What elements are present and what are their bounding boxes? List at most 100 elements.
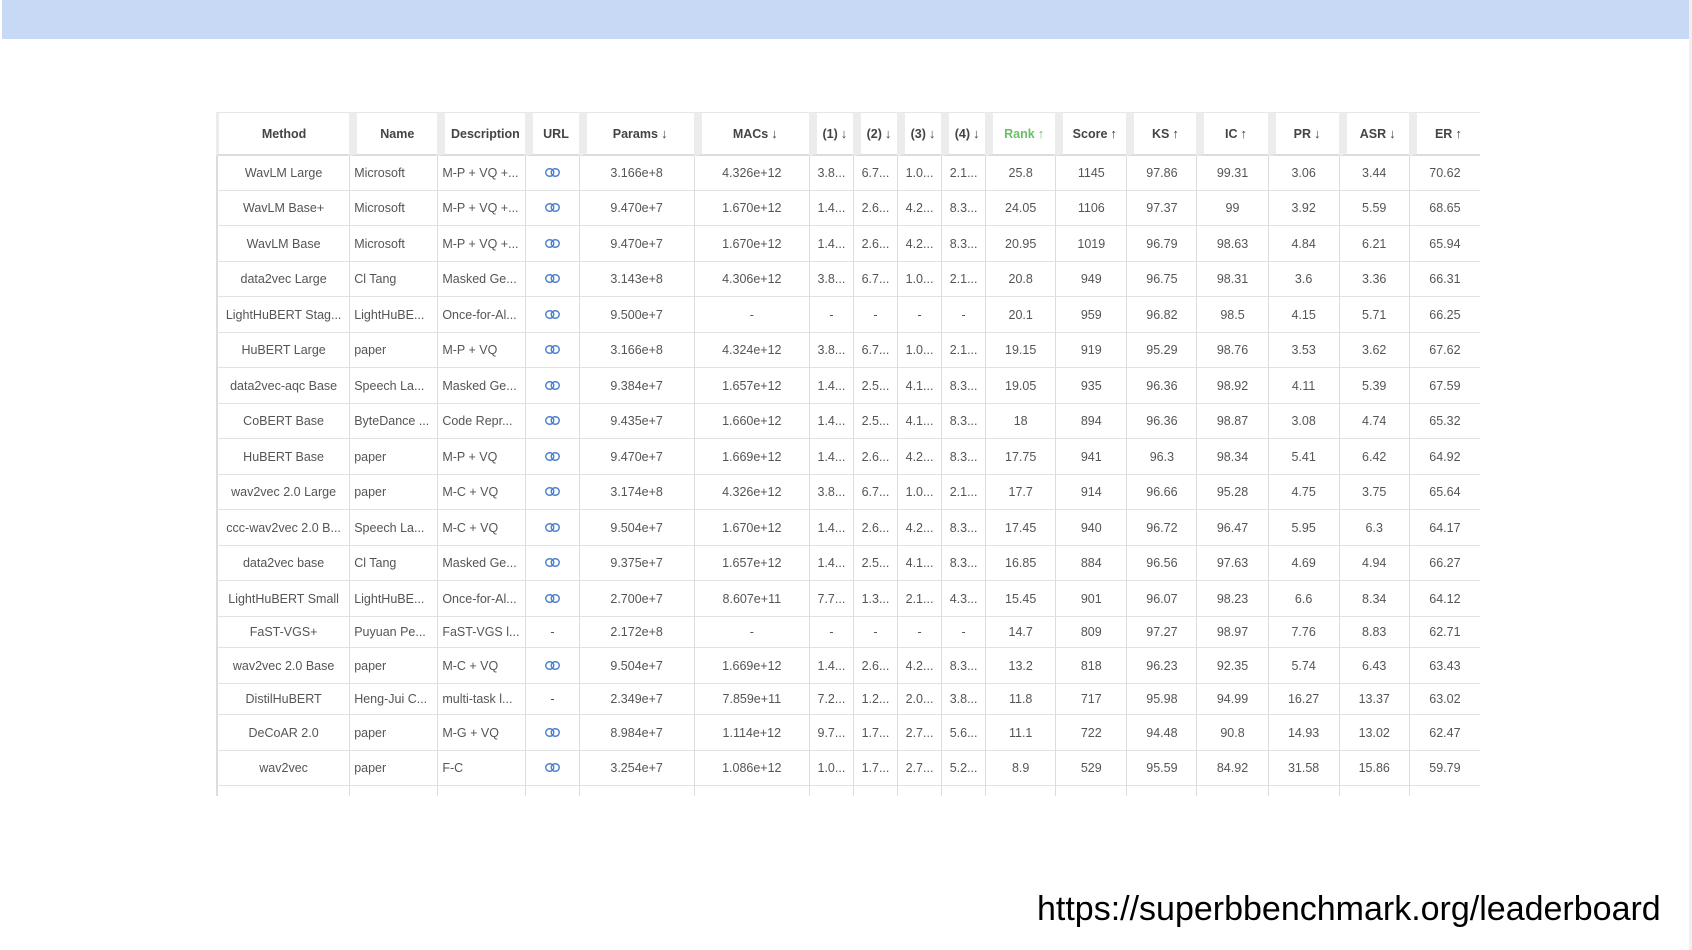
leaderboard-url[interactable]: https://superbbenchmark.org/leaderboard [1037,890,1661,928]
sort-ascending-icon[interactable]: ↑ [1110,126,1117,141]
cell-url[interactable] [525,751,579,786]
cell-url[interactable] [525,404,579,439]
cell-url[interactable] [525,297,579,333]
cell-name: paper [349,439,438,475]
sort-ascending-icon[interactable]: ↑ [1037,126,1045,141]
cell-ic: 96.47 [1196,510,1268,546]
cell-url[interactable] [525,262,579,297]
cell-method: LightHuBERT Stag... [216,297,350,333]
cell-method: HuBERT Large [216,333,350,368]
header-score[interactable]: Score ↑ [1055,112,1127,156]
header-asr[interactable]: ASR ↓ [1338,112,1409,156]
sort-descending-icon[interactable]: ↓ [771,126,778,141]
sort-descending-icon[interactable]: ↓ [972,126,980,141]
header-macs[interactable]: MACs ↓ [693,112,809,156]
cell-url[interactable] [525,439,579,475]
sort-descending-icon[interactable]: ↓ [928,126,936,141]
cell-url[interactable] [525,546,579,581]
cell-ks: 95.98 [1126,684,1197,715]
cell-url[interactable] [525,226,579,262]
cell-url[interactable] [525,581,579,617]
sort-ascending-icon[interactable]: ↑ [1240,126,1248,141]
cell-rank: 19.05 [985,368,1056,404]
header-col-3[interactable]: (3) ↓ [897,112,942,156]
sort-ascending-icon[interactable]: ↑ [1455,126,1462,141]
cell-ks: 96.36 [1126,368,1197,404]
cell-er: 68.65 [1408,191,1480,226]
sort-descending-icon[interactable]: ↓ [840,126,848,141]
cell-ic: 84.92 [1196,751,1268,786]
link-icon[interactable] [545,308,560,322]
cell-empty [897,786,941,796]
cell-url[interactable] [525,191,579,226]
table-row: wav2vec 2.0 Large paper M-C + VQ 3.174e+8 4.… [216,475,1480,510]
link-icon[interactable] [545,237,560,251]
cell-score: 901 [1055,581,1127,617]
link-icon[interactable] [545,272,560,286]
cell-params: 9.384e+7 [578,368,694,404]
sort-descending-icon[interactable]: ↓ [884,126,892,141]
cell-col-1: 1.4... [808,648,853,684]
link-icon[interactable] [545,201,560,215]
cell-description: Masked Ge... [437,262,526,297]
sort-descending-icon[interactable]: ↓ [1314,126,1321,141]
cell-macs: 7.859e+11 [693,684,809,715]
link-icon[interactable] [545,166,560,180]
cell-url[interactable] [525,156,579,191]
cell-params: 3.143e+8 [578,262,694,297]
cell-macs: 4.324e+12 [693,333,809,368]
header-col-1[interactable]: (1) ↓ [808,112,853,156]
cell-method: DeCoAR 2.0 [216,715,350,751]
link-icon[interactable] [545,726,560,740]
link-icon[interactable] [545,592,560,606]
cell-col-4: 2.1... [941,475,986,510]
link-icon[interactable] [545,761,560,775]
link-icon[interactable] [545,556,560,570]
header-col-2[interactable]: (2) ↓ [852,112,897,156]
cell-description: M-C + VQ [437,648,526,684]
table-row: HuBERT Base paper M-P + VQ 9.470e+7 1.669e+1… [216,439,1480,475]
cell-url[interactable] [525,475,579,510]
header-name: Name [349,112,438,156]
header-label: (3) [910,127,926,141]
cell-col-1: 1.4... [808,510,853,546]
link-icon[interactable] [545,450,560,464]
cell-ks: 96.23 [1126,648,1197,684]
leaderboard-table-container[interactable]: Method Name Description URL Params ↓ MACs ↓ (1) ↓… [216,112,1480,840]
cell-url[interactable] [525,715,579,751]
header-er[interactable]: ER ↑ [1408,112,1480,156]
link-icon[interactable] [545,414,560,428]
header-pr[interactable]: PR ↓ [1267,112,1339,156]
cell-score: 935 [1055,368,1127,404]
cell-ic: 97.63 [1196,546,1268,581]
link-icon[interactable] [545,485,560,499]
cell-macs: 1.669e+12 [693,439,809,475]
table-row: wav2vec paper F-C 3.254e+7 1.086e+12 1.0... 1.… [216,751,1480,786]
cell-url[interactable] [525,333,579,368]
cell-col-4: 8.3... [941,191,986,226]
link-icon[interactable] [545,379,560,393]
header-params[interactable]: Params ↓ [578,112,694,156]
cell-url[interactable] [525,510,579,546]
header-col-4[interactable]: (4) ↓ [941,112,986,156]
header-ks[interactable]: KS ↑ [1126,112,1197,156]
header-rank[interactable]: Rank ↑ [985,112,1056,156]
cell-rank: 20.1 [985,297,1056,333]
cell-url[interactable] [525,368,579,404]
cell-description: M-P + VQ [437,333,526,368]
cell-url[interactable] [525,648,579,684]
sort-descending-icon[interactable]: ↓ [660,126,668,141]
sort-descending-icon[interactable]: ↓ [1389,126,1396,141]
header-ic[interactable]: IC ↑ [1196,112,1268,156]
sort-ascending-icon[interactable]: ↑ [1172,126,1179,141]
cell-col-3: 1.0... [897,156,942,191]
link-icon[interactable] [545,343,560,357]
cell-name: Cl Tang [349,262,438,297]
link-icon[interactable] [545,659,560,673]
table-row: wav2vec 2.0 Base paper M-C + VQ 9.504e+7 1.6… [216,648,1480,684]
link-icon[interactable] [545,521,560,535]
cell-score: 914 [1055,475,1127,510]
cell-er: 65.94 [1408,226,1480,262]
cell-ic: 94.99 [1196,684,1268,715]
leaderboard-table: Method Name Description URL Params ↓ MACs ↓ (1) ↓… [216,112,1480,796]
